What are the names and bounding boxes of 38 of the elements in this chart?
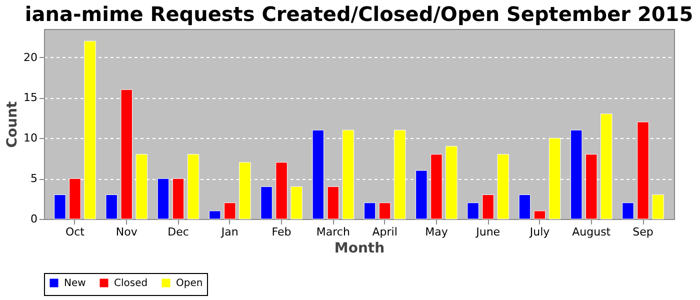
bar <box>54 194 66 220</box>
x-tick-label: Jan <box>220 226 238 238</box>
legend-label: New <box>64 278 86 289</box>
x-tick-label: Sep <box>632 226 654 238</box>
x-tick-label: Nov <box>116 226 138 238</box>
y-tick-label: 10 <box>24 132 38 145</box>
x-tick-label: May <box>425 226 448 238</box>
bar <box>518 194 531 220</box>
y-tick-label: 20 <box>24 50 38 64</box>
bar <box>534 210 546 220</box>
x-tick-label: Dec <box>168 226 189 238</box>
chart-title: iana-mime Requests Created/Closed/Open September 2015 <box>24 2 694 26</box>
x-tick-label: August <box>572 226 612 238</box>
bar <box>327 186 340 220</box>
bar <box>378 202 391 220</box>
bar <box>260 186 272 220</box>
x-tick-label: Oct <box>65 226 86 238</box>
x-axis-title: Month <box>334 240 385 256</box>
bar <box>290 186 302 220</box>
y-tick-label: 0 <box>30 212 38 226</box>
bar <box>467 202 479 220</box>
bar <box>622 202 634 220</box>
x-tick-label: July <box>528 226 550 238</box>
bar <box>208 210 221 220</box>
x-tick-label: March <box>316 226 350 238</box>
legend-label: Open <box>176 278 203 289</box>
bar <box>224 202 236 220</box>
y-tick-label: 5 <box>30 172 38 186</box>
bar <box>364 202 376 220</box>
bar <box>106 194 118 220</box>
x-tick-label: April <box>372 226 398 238</box>
x-tick-label: Feb <box>272 226 292 238</box>
x-tick-label: June <box>475 226 500 238</box>
y-tick-label: 15 <box>24 91 38 104</box>
bar <box>652 194 664 220</box>
bar <box>482 194 494 220</box>
legend-label: Closed <box>114 278 148 289</box>
y-axis-title: Count <box>4 100 21 148</box>
